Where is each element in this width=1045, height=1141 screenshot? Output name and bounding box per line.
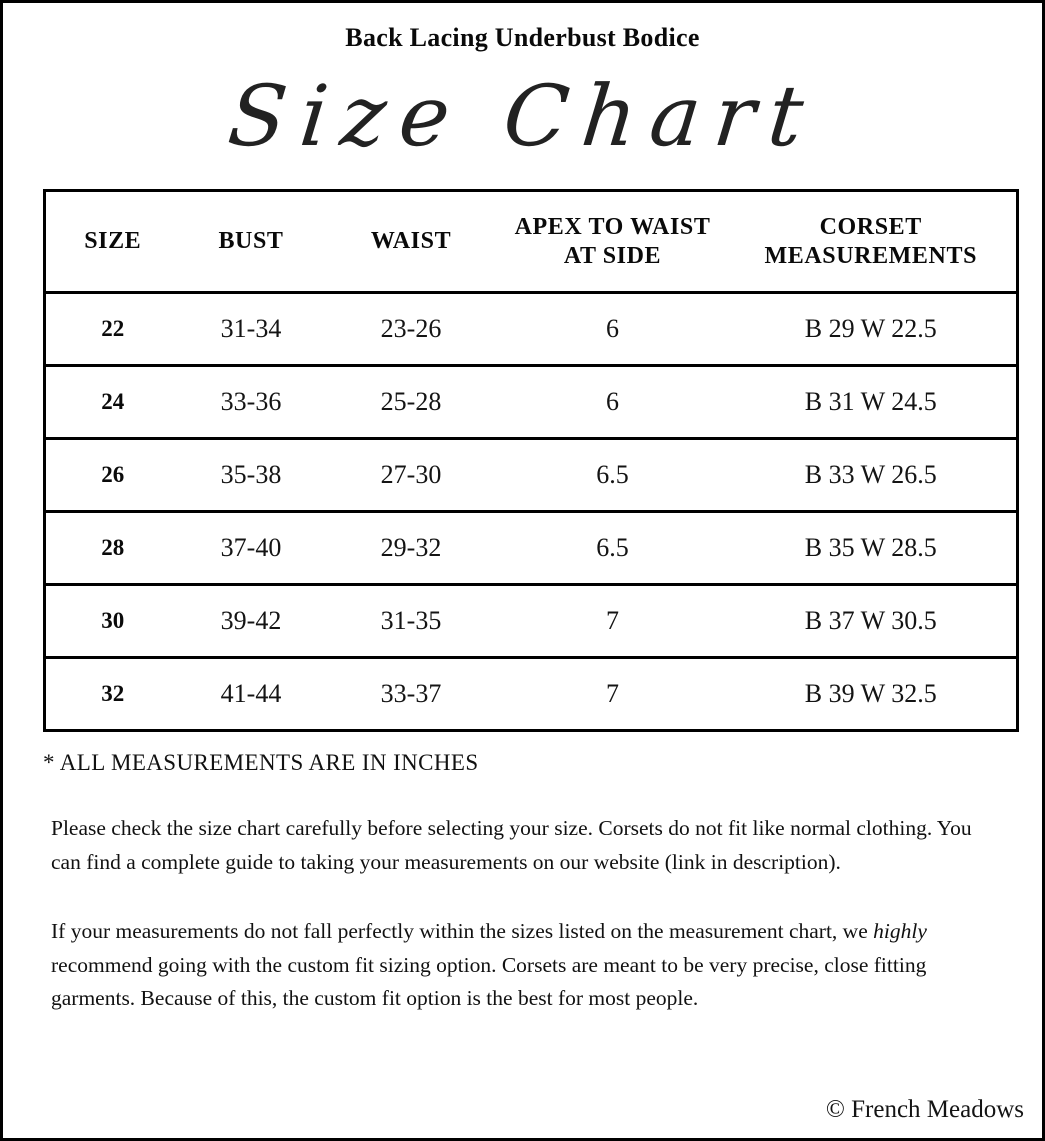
size-chart-table: SIZE BUST WAIST APEX TO WAIST AT SIDE CO… — [43, 189, 1019, 732]
bust-cell: 41-44 — [220, 679, 282, 708]
corset-cell: B 35 W 28.5 — [804, 533, 937, 562]
table-row-size-30: 30 39-42 31-35 7 B 37 W 30.5 — [44, 584, 1018, 658]
size-cell: 32 — [101, 681, 125, 706]
header-row: SIZE BUST WAIST APEX TO WAIST AT SIDE CO… — [45, 191, 1018, 293]
corset-cell: B 39 W 32.5 — [804, 679, 937, 708]
header-line: WAIST — [370, 228, 452, 254]
size-cell: 28 — [101, 535, 125, 560]
apex-cell: 6 — [606, 387, 619, 416]
header-cell-size: SIZE — [45, 191, 180, 293]
apex-cell: 6.5 — [596, 533, 629, 562]
apex-cell: 6.5 — [596, 460, 629, 489]
size-cell: 22 — [101, 316, 125, 341]
waist-cell: 25-28 — [380, 387, 442, 416]
paragraph-size-chart-note: Please check the size chart carefully be… — [51, 816, 972, 874]
measurements-footnote: * ALL MEASUREMENTS ARE IN INCHES — [43, 750, 479, 775]
bust-cell: 39-42 — [220, 606, 282, 635]
apex-cell: 7 — [606, 679, 619, 708]
waist-cell: 27-30 — [380, 460, 442, 489]
bust-cell: 33-36 — [220, 387, 282, 416]
size-cell: 30 — [101, 608, 125, 633]
document-title: Back Lacing Underbust Bodice — [345, 23, 700, 52]
header-line: AT SIDE — [563, 242, 662, 269]
paragraph-custom-fit-note: If your measurements do not fall perfect… — [51, 915, 993, 1016]
corset-cell: B 31 W 24.5 — [804, 387, 937, 416]
waist-cell: 29-32 — [380, 533, 442, 562]
size-cell: 24 — [101, 389, 125, 414]
table-row-size-26: 26 35-38 27-30 6.5 B 33 W 26.5 — [44, 438, 1018, 512]
bust-cell: 35-38 — [220, 460, 282, 489]
header-cell-waist: WAIST — [323, 191, 500, 293]
script-heading: Size Chart — [223, 67, 822, 165]
apex-cell: 7 — [606, 606, 619, 635]
paragraph-text: recommend going with the custom fit sizi… — [51, 952, 927, 1011]
table-row-size-32: 32 41-44 33-37 7 B 39 W 32.5 — [44, 657, 1018, 731]
copyright-notice: © French Meadows — [825, 1096, 1024, 1123]
bust-cell: 37-40 — [220, 533, 282, 562]
size-cell: 26 — [101, 462, 125, 487]
header-cell-apex: APEX TO WAIST AT SIDE — [500, 191, 726, 293]
corset-cell: B 37 W 30.5 — [804, 606, 937, 635]
waist-cell: 33-37 — [380, 679, 442, 708]
paragraph-emphasis: highly — [873, 919, 927, 943]
header-line: CORSET — [819, 213, 922, 240]
header-cell-corset: CORSET MEASUREMENTS — [726, 191, 1018, 293]
header-cell-bust: BUST — [180, 191, 323, 293]
header-line: SIZE — [84, 228, 142, 254]
table-row-size-22: 22 31-34 23-26 6 B 29 W 22.5 — [44, 292, 1018, 366]
header-line: APEX TO WAIST — [514, 213, 711, 240]
table-row-size-24: 24 33-36 25-28 6 B 31 W 24.5 — [44, 365, 1018, 439]
apex-cell: 6 — [606, 314, 619, 343]
waist-cell: 31-35 — [380, 606, 442, 635]
corset-cell: B 29 W 22.5 — [804, 314, 937, 343]
corset-cell: B 33 W 26.5 — [804, 460, 937, 489]
waist-cell: 23-26 — [380, 314, 442, 343]
bust-cell: 31-34 — [220, 314, 282, 343]
header-line: MEASUREMENTS — [764, 242, 978, 269]
paragraph-text: If your measurements do not fall perfect… — [51, 919, 874, 943]
header-line: BUST — [218, 228, 284, 254]
table-row-size-28: 28 37-40 29-32 6.5 B 35 W 28.5 — [44, 511, 1018, 585]
